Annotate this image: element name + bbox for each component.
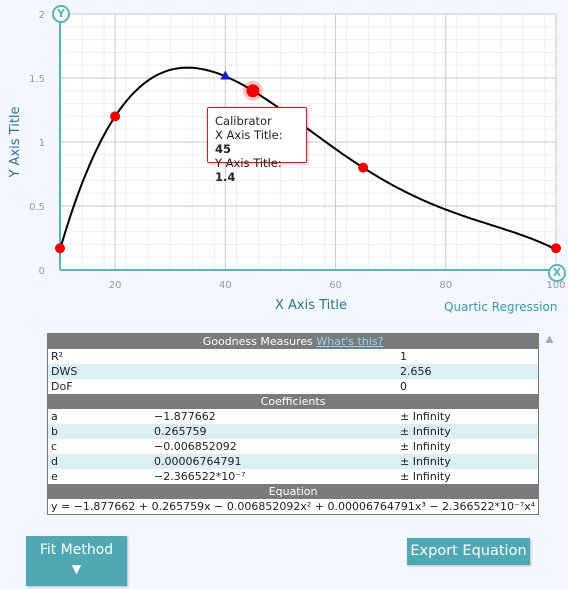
chart-area[interactable]: 20 40 60 80 100 0 0.5 1 1.5 2 X Axis Title Y Axis T… [0, 0, 568, 325]
coefficient-row: e −2.366522*10⁻⁷ ± Infinity [48, 469, 539, 484]
tooltip-x-row: X Axis Title: 45 [215, 128, 299, 156]
goodness-row: DoF 0 [48, 379, 539, 394]
coefficients-header: Coefficients [47, 394, 539, 409]
coef-error: ± Infinity [400, 470, 451, 483]
coefficient-row: d 0.00006764791 ± Infinity [47, 454, 539, 469]
goodness-value: 0 [400, 380, 407, 393]
fit-method-button[interactable]: Fit Method ▼ [26, 536, 127, 586]
tooltip-title: Calibrator [215, 114, 272, 128]
coef-name: c [51, 440, 58, 453]
y-tick-label: 2 [39, 10, 45, 21]
goodness-header: Goodness Measures What's this? [47, 333, 539, 349]
data-point[interactable] [246, 84, 260, 98]
y-tick-label: 0.5 [29, 202, 45, 213]
coef-name: e [51, 470, 58, 483]
tooltip-x-value: 45 [215, 142, 232, 156]
calibrator-marker[interactable] [220, 70, 231, 80]
coefficient-row: a −1.877662 ± Infinity [48, 409, 539, 424]
whats-this-link[interactable]: What's this? [316, 335, 384, 348]
coefficient-row: b 0.265759 ± Infinity [47, 424, 539, 439]
data-point[interactable] [551, 243, 561, 254]
x-axis-title: X Axis Title [275, 298, 347, 313]
goodness-value: 2.656 [397, 364, 539, 379]
x-axis-badge-icon[interactable]: X [548, 264, 566, 282]
data-point[interactable] [55, 243, 65, 254]
calibrator-tooltip: Calibrator X Axis Title: 45 Y Axis Title… [207, 107, 307, 184]
coef-error: ± Infinity [400, 410, 451, 423]
coefficient-row: c −0.006852092 ± Infinity [48, 439, 539, 454]
equation-text: y = −1.877662 + 0.265759x − 0.006852092x… [51, 500, 536, 513]
y-axis-badge-icon[interactable]: Y [52, 5, 70, 23]
coef-error: ± Infinity [397, 454, 539, 469]
coef-error: ± Infinity [400, 440, 451, 453]
tooltip-x-label: X Axis Title: [215, 128, 283, 142]
goodness-name: DWS [47, 364, 397, 379]
coef-name: d [47, 454, 151, 469]
goodness-title: Goodness Measures [202, 335, 313, 348]
coef-value: 0.00006764791 [151, 454, 397, 469]
regression-curve [59, 66, 557, 251]
y-tick-label: 0 [39, 266, 45, 277]
y-tick-label: 1.5 [29, 74, 45, 85]
x-tick-label: 20 [109, 280, 122, 291]
data-point[interactable] [110, 111, 121, 122]
x-tick-label: 40 [219, 280, 232, 291]
goodness-name: DoF [51, 380, 73, 393]
goodness-name: R² [51, 350, 64, 363]
coefficients-title: Coefficients [47, 394, 539, 409]
equation-title: Equation [47, 484, 539, 499]
fit-method-label: Fit Method [39, 542, 114, 558]
coef-name: a [51, 410, 58, 423]
x-tick-label: 60 [329, 280, 342, 291]
x-tick-label: 80 [439, 280, 452, 291]
coef-value: −0.006852092 [154, 440, 237, 453]
goodness-row: R² 1 [48, 349, 539, 364]
goodness-value: 1 [400, 350, 407, 363]
equation-row: y = −1.877662 + 0.265759x − 0.006852092x… [48, 499, 539, 515]
tooltip-y-label: Y Axis Title: [215, 156, 282, 170]
equation-header: Equation [47, 484, 539, 499]
coef-value: −2.366522*10⁻⁷ [154, 470, 246, 483]
fit-method-caret-icon: ▼ [71, 562, 82, 576]
goodness-row: DWS 2.656 [47, 364, 539, 379]
coef-name: b [47, 424, 151, 439]
data-point[interactable] [358, 162, 369, 173]
export-equation-button[interactable]: Export Equation [407, 538, 530, 565]
coef-value: −1.877662 [154, 410, 216, 423]
chart-subtitle: Quartic Regression [444, 300, 558, 314]
x-tick-label: 100 [546, 280, 565, 291]
coef-value: 0.265759 [151, 424, 397, 439]
tooltip-y-row: Y Axis Title: 1.4 [215, 156, 299, 184]
coef-error: ± Infinity [397, 424, 539, 439]
collapse-arrow-icon[interactable]: ▲ [543, 331, 556, 346]
y-axis-title: Y Axis Title [8, 106, 23, 178]
y-tick-label: 1 [39, 138, 45, 149]
tooltip-y-value: 1.4 [215, 170, 236, 184]
stats-table: Goodness Measures What's this? R² 1 DWS … [47, 333, 540, 515]
